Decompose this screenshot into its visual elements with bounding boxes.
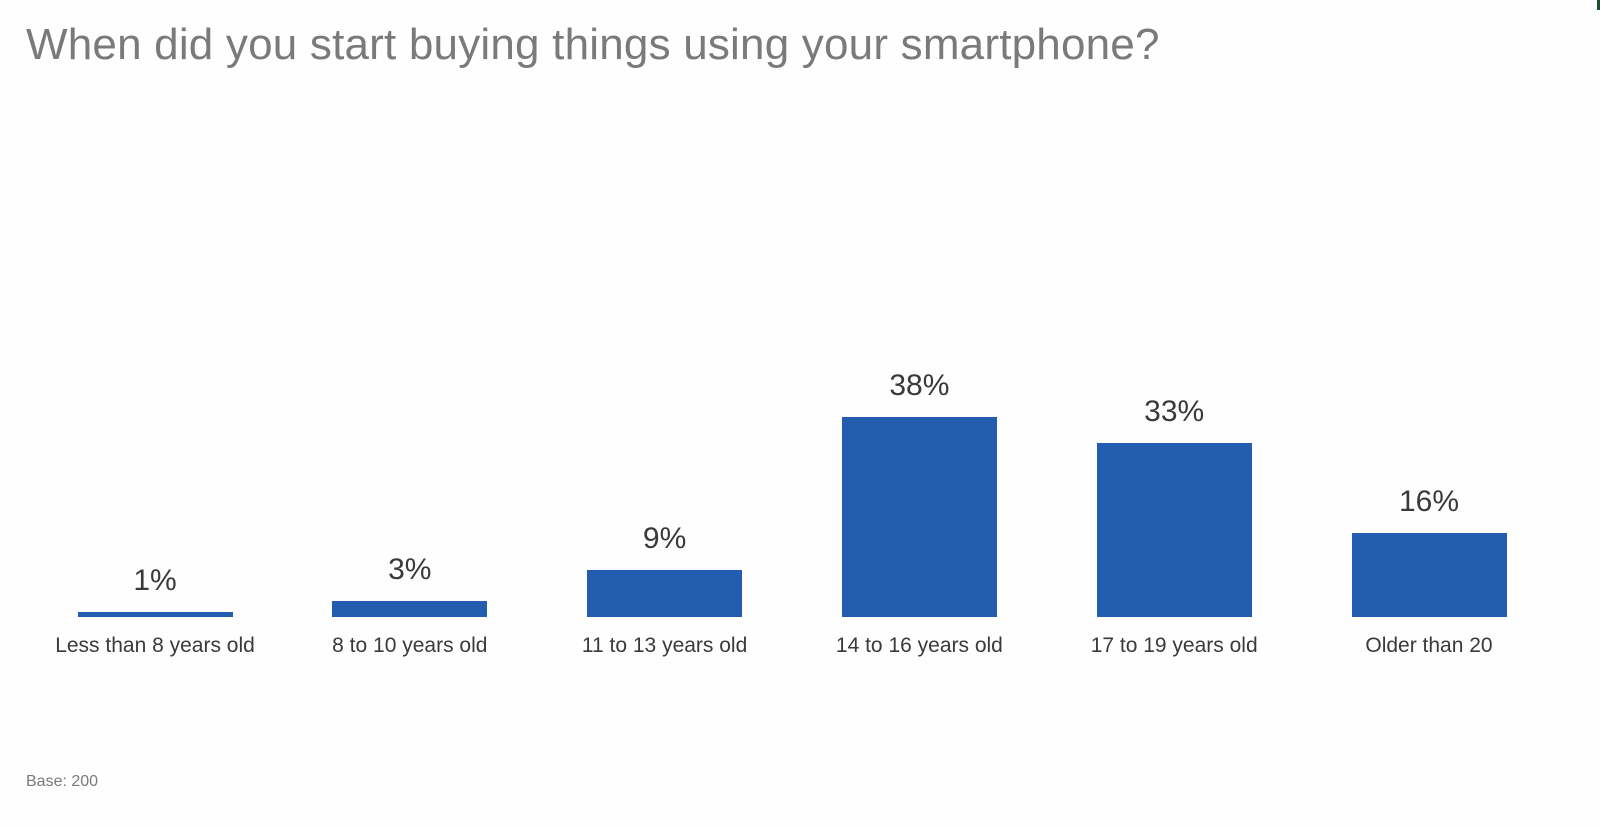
bar — [841, 417, 997, 617]
category-label: 14 to 16 years old — [835, 634, 1003, 657]
value-label: 16% — [1398, 484, 1460, 518]
bar — [1351, 532, 1507, 617]
chart-title: When did you start buying things using y… — [26, 20, 1160, 69]
bar — [332, 601, 488, 617]
category-label: 17 to 19 years old — [1090, 634, 1258, 657]
value-label: 38% — [889, 369, 950, 403]
category-label: Less than 8 years old — [55, 634, 255, 657]
value-label: 9% — [642, 521, 687, 555]
bar — [1096, 443, 1252, 617]
bar — [77, 611, 233, 617]
value-label: 33% — [1144, 395, 1205, 429]
category-label: 11 to 13 years old — [581, 634, 748, 657]
value-label: 3% — [388, 553, 432, 587]
bar — [587, 569, 743, 617]
value-label: 1% — [133, 563, 177, 597]
corner-marker — [1597, 0, 1600, 10]
category-label: 8 to 10 years old — [332, 634, 488, 657]
category-label: Older than 20 — [1365, 634, 1493, 657]
base-footnote: Base: 200 — [26, 773, 99, 790]
